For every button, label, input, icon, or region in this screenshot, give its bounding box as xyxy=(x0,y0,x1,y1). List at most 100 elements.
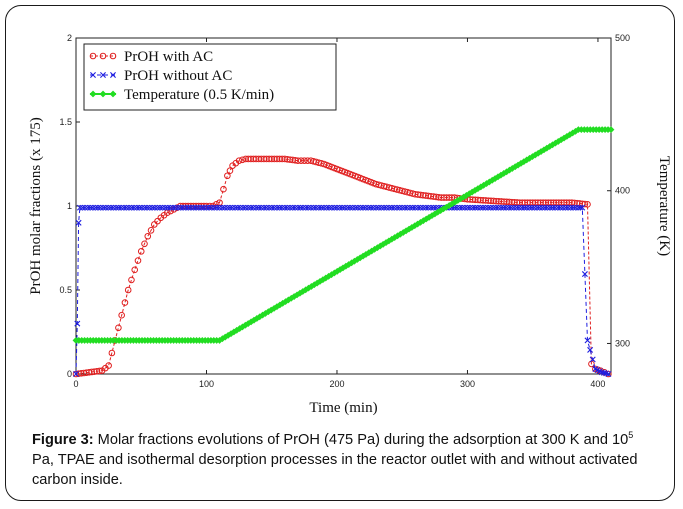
data-point xyxy=(250,204,257,211)
data-point xyxy=(427,204,434,211)
data-point xyxy=(151,204,158,211)
data-point xyxy=(318,204,325,211)
data-point xyxy=(294,157,302,164)
data-point xyxy=(237,204,244,211)
data-point xyxy=(169,204,176,211)
data-point xyxy=(526,204,533,211)
data-point xyxy=(144,232,152,240)
legend-marker xyxy=(89,52,97,60)
axis-ticks: 0 100 200 300 400 0 0.5 1 1.5 2 300 400 500 xyxy=(59,33,630,389)
x-tick-label: 0 xyxy=(73,379,78,389)
data-point xyxy=(383,204,390,211)
data-point xyxy=(420,204,427,211)
data-point xyxy=(301,157,308,164)
data-point xyxy=(399,204,406,211)
legend-marker xyxy=(99,90,107,98)
data-point xyxy=(407,204,414,211)
data-point xyxy=(164,204,171,211)
x-tick-label: 300 xyxy=(460,379,475,389)
data-point xyxy=(141,240,148,248)
data-point xyxy=(208,204,215,211)
data-point xyxy=(302,204,309,211)
series-2 xyxy=(72,126,615,344)
data-point xyxy=(572,204,579,211)
data-point xyxy=(226,167,234,175)
data-point xyxy=(552,204,559,211)
caption-superscript: 5 xyxy=(628,430,634,441)
data-point xyxy=(587,346,594,353)
data-point xyxy=(74,320,81,327)
data-point xyxy=(394,204,400,211)
data-point xyxy=(200,204,207,211)
data-point xyxy=(108,349,116,357)
legend-marker xyxy=(109,52,117,60)
data-point xyxy=(281,204,288,211)
data-point xyxy=(326,204,333,211)
data-point xyxy=(102,204,109,211)
data-point xyxy=(425,204,432,211)
data-point xyxy=(195,204,202,211)
data-point xyxy=(305,204,312,211)
data-point xyxy=(469,204,476,211)
data-point xyxy=(349,204,356,211)
data-point xyxy=(404,204,411,211)
data-point xyxy=(198,204,205,211)
data-point xyxy=(134,257,142,264)
data-point xyxy=(211,204,218,211)
data-point xyxy=(577,204,584,211)
data-point xyxy=(554,204,561,211)
data-point xyxy=(477,204,484,211)
data-point xyxy=(260,204,267,211)
data-point xyxy=(220,185,227,193)
data-point xyxy=(89,204,96,211)
series-0 xyxy=(72,155,612,378)
legend-marker xyxy=(100,72,106,78)
data-point xyxy=(508,204,515,211)
data-point xyxy=(84,204,91,211)
data-point xyxy=(167,204,174,211)
data-point xyxy=(87,204,94,211)
data-point xyxy=(180,204,187,211)
data-point xyxy=(482,204,489,211)
data-point xyxy=(221,204,228,211)
y-left-tick-label: 0.5 xyxy=(59,285,72,295)
data-point xyxy=(464,204,471,211)
data-point xyxy=(495,204,502,211)
data-point xyxy=(510,204,517,211)
data-point xyxy=(203,204,210,211)
data-point xyxy=(300,204,307,211)
figure-caption: Figure 3: Molar fractions evolutions of … xyxy=(32,430,644,490)
data-point xyxy=(172,204,179,211)
y-right-tick-label: 500 xyxy=(615,33,630,43)
data-point xyxy=(320,204,327,211)
data-point xyxy=(479,204,486,211)
data-point xyxy=(605,371,612,377)
data-point xyxy=(219,204,226,211)
data-point xyxy=(240,204,247,211)
data-point xyxy=(175,204,182,211)
y-right-tick-label: 300 xyxy=(615,338,630,348)
data-point xyxy=(513,204,520,211)
data-point xyxy=(454,204,461,211)
data-point xyxy=(271,204,278,211)
data-point xyxy=(297,157,305,164)
data-point xyxy=(307,204,314,211)
data-point xyxy=(141,204,148,211)
data-point xyxy=(487,204,494,211)
data-point xyxy=(128,204,135,211)
data-point xyxy=(136,204,143,211)
data-point xyxy=(414,204,421,211)
data-point xyxy=(549,204,556,211)
series-line xyxy=(75,207,609,375)
data-point xyxy=(188,204,194,211)
data-point xyxy=(565,204,572,211)
legend-marker xyxy=(89,90,97,98)
data-point xyxy=(73,371,79,377)
data-point xyxy=(100,204,107,211)
data-point xyxy=(96,367,103,375)
data-point xyxy=(157,204,163,211)
data-point xyxy=(118,311,125,319)
data-point xyxy=(412,204,419,211)
data-point xyxy=(79,204,86,211)
data-point xyxy=(584,201,591,208)
